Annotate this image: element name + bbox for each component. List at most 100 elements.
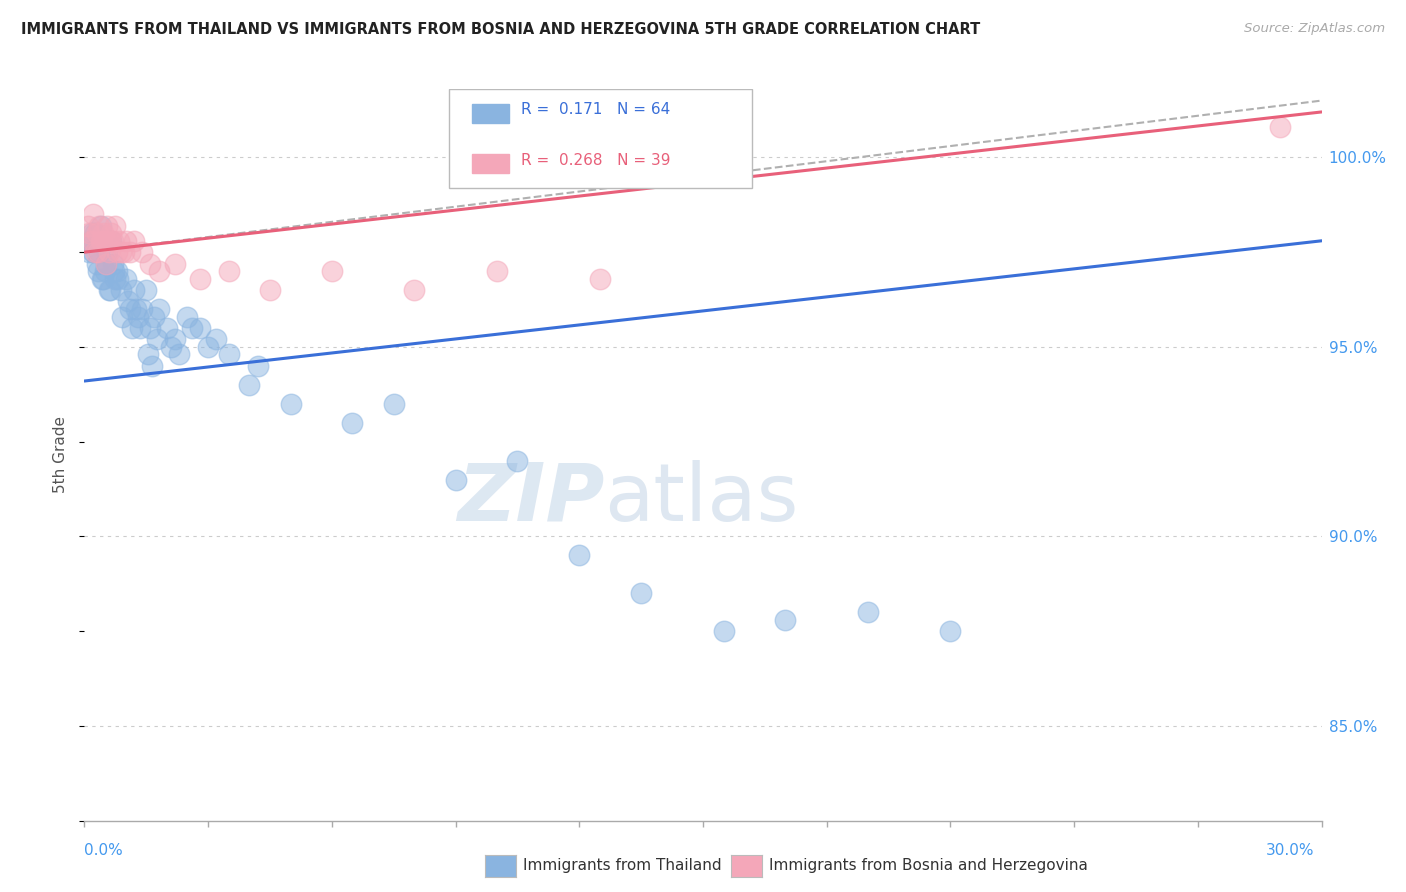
Point — [218, 264, 240, 278]
Point — [98, 234, 121, 248]
Text: Immigrants from Bosnia and Herzegovina: Immigrants from Bosnia and Herzegovina — [769, 858, 1088, 872]
Point — [131, 301, 153, 316]
Text: R =  0.268   N = 39: R = 0.268 N = 39 — [522, 153, 671, 168]
Text: Source: ZipAtlas.com: Source: ZipAtlas.com — [1244, 22, 1385, 36]
Point — [321, 264, 343, 278]
Point — [139, 321, 162, 335]
Text: Immigrants from Thailand: Immigrants from Thailand — [523, 858, 721, 872]
Point — [630, 586, 652, 600]
Point — [90, 271, 112, 285]
Point — [82, 245, 104, 260]
Point — [82, 234, 104, 248]
Point — [79, 245, 101, 260]
Point — [382, 397, 405, 411]
Point — [111, 310, 134, 324]
Point — [114, 234, 136, 248]
Point — [98, 245, 121, 260]
Point — [180, 321, 202, 335]
Point — [713, 624, 735, 639]
Point — [98, 283, 121, 297]
Point — [83, 245, 105, 260]
Point — [110, 283, 132, 297]
Point — [105, 264, 128, 278]
Text: 0.0%: 0.0% — [84, 843, 124, 858]
Point — [79, 234, 101, 248]
Point — [775, 613, 797, 627]
Point — [86, 245, 108, 260]
Point — [160, 340, 183, 354]
Point — [131, 245, 153, 260]
Point — [86, 264, 108, 278]
Point — [104, 271, 127, 285]
Point — [259, 283, 281, 297]
Point — [82, 207, 104, 221]
Point — [127, 310, 149, 324]
Point — [112, 245, 135, 260]
Text: ZIP: ZIP — [457, 459, 605, 538]
Point — [91, 271, 114, 285]
Text: IMMIGRANTS FROM THAILAND VS IMMIGRANTS FROM BOSNIA AND HERZEGOVINA 5TH GRADE COR: IMMIGRANTS FROM THAILAND VS IMMIGRANTS F… — [21, 22, 980, 37]
Point — [589, 271, 612, 285]
Text: 30.0%: 30.0% — [1267, 843, 1315, 858]
Point — [90, 234, 112, 248]
Bar — [471, 154, 509, 173]
Text: R =  0.171   N = 64: R = 0.171 N = 64 — [522, 103, 671, 117]
Point — [80, 226, 103, 240]
Point — [129, 321, 152, 335]
Point — [188, 321, 211, 335]
Point — [568, 549, 591, 563]
Point — [86, 256, 108, 270]
Point — [165, 332, 187, 346]
Point — [108, 234, 131, 248]
Point — [145, 332, 167, 346]
Point — [107, 271, 129, 285]
Point — [404, 283, 426, 297]
Point — [86, 226, 108, 240]
Point — [77, 219, 100, 233]
Point — [238, 377, 260, 392]
Point — [148, 301, 170, 316]
Point — [100, 234, 122, 248]
Point — [156, 321, 179, 335]
Point — [90, 234, 112, 248]
Point — [122, 283, 145, 297]
Y-axis label: 5th Grade: 5th Grade — [53, 417, 69, 493]
Point — [94, 256, 117, 270]
Point — [165, 256, 187, 270]
Point — [103, 256, 125, 270]
Point — [218, 347, 240, 361]
Point — [94, 256, 117, 270]
Point — [122, 234, 145, 248]
Point — [205, 332, 228, 346]
Point — [444, 473, 467, 487]
Point — [118, 301, 141, 316]
FancyBboxPatch shape — [450, 89, 752, 188]
Text: atlas: atlas — [605, 459, 799, 538]
Point — [939, 624, 962, 639]
Point — [96, 219, 118, 233]
Point — [100, 226, 122, 240]
Point — [167, 347, 190, 361]
Point — [103, 264, 125, 278]
Point — [197, 340, 219, 354]
Bar — [471, 103, 509, 123]
Point — [104, 219, 127, 233]
Point — [342, 416, 364, 430]
Point — [143, 310, 166, 324]
Point — [485, 264, 508, 278]
Point — [87, 245, 110, 260]
Point — [188, 271, 211, 285]
Point — [87, 219, 110, 233]
Point — [135, 283, 157, 297]
Point — [148, 264, 170, 278]
Point — [82, 234, 104, 248]
Point — [96, 245, 118, 260]
Point — [79, 234, 101, 248]
Point — [98, 283, 121, 297]
Point — [83, 226, 105, 240]
Point — [117, 294, 139, 309]
Point — [110, 245, 132, 260]
Point — [856, 605, 879, 619]
Point — [90, 219, 112, 233]
Point — [280, 397, 302, 411]
